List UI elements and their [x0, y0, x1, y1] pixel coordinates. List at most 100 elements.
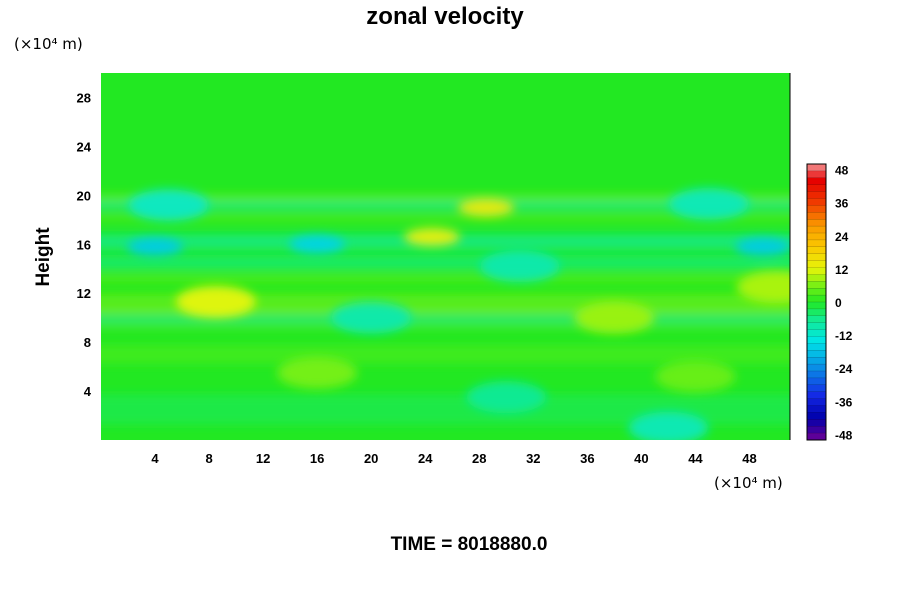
colorbar-segment	[806, 225, 827, 234]
colorbar-segment	[806, 405, 827, 413]
colorbar-segment	[806, 170, 827, 179]
colorbar-segment	[806, 336, 827, 344]
field-feature	[127, 237, 184, 256]
field-feature	[668, 187, 749, 220]
field-feature	[128, 189, 209, 222]
field-feature	[458, 198, 515, 217]
field-band	[101, 294, 790, 302]
colorbar-segment	[806, 163, 827, 172]
colorbar-tick-label: 0	[835, 296, 842, 310]
colorbar-segment	[806, 294, 827, 303]
x-tick-label: 4	[151, 451, 159, 466]
field-band	[101, 213, 790, 222]
field-band	[101, 323, 790, 329]
y-axis-title: Height	[33, 227, 54, 287]
plot-area	[101, 73, 790, 440]
x-unit-label: (×10⁴ m)	[714, 474, 783, 492]
field-feature	[403, 227, 460, 246]
y-tick-label: 12	[77, 286, 91, 301]
chart-title: zonal velocity	[366, 3, 524, 30]
x-ticks: 4 8 12 16 20 24 28 32 36 40 44 48	[151, 451, 756, 466]
colorbar-segment	[806, 426, 827, 434]
colorbar-segment	[806, 398, 827, 407]
time-footer: TIME = 8018880.0	[391, 534, 548, 555]
x-tick-label: 8	[205, 451, 212, 466]
colorbar-tick-label: 24	[835, 230, 849, 244]
colorbar-segment	[806, 301, 827, 310]
colorbar-segment	[806, 322, 827, 331]
field-feature	[175, 285, 256, 318]
colorbar-segment	[806, 205, 827, 213]
colorbar-ticks: 48 36 24 12 0 -12 -24 -36 -48	[835, 164, 853, 443]
field-feature	[628, 411, 709, 440]
field-feature	[734, 237, 790, 256]
colorbar-segment	[806, 384, 827, 393]
colorbar-segment	[806, 253, 827, 262]
y-tick-label: 16	[77, 237, 91, 252]
y-tick-label: 20	[77, 188, 91, 203]
field-feature	[289, 235, 346, 254]
field-band	[101, 274, 790, 283]
colorbar	[806, 163, 827, 441]
colorbar-segment	[806, 329, 827, 338]
colorbar-segment	[806, 377, 827, 386]
colorbar-segment	[806, 232, 827, 241]
field-feature	[466, 381, 547, 414]
colorbar-segment	[806, 432, 827, 441]
field-band	[101, 306, 790, 313]
colorbar-tick-label: 12	[835, 263, 849, 277]
x-tick-label: 36	[580, 451, 594, 466]
colorbar-tick-label: 48	[835, 164, 849, 178]
colorbar-segment	[806, 288, 827, 296]
colorbar-segment	[806, 350, 827, 358]
colorbar-segment	[806, 391, 827, 400]
colorbar-tick-label: 36	[835, 197, 849, 211]
colorbar-segment	[806, 198, 827, 206]
colorbar-segment	[806, 177, 827, 186]
x-tick-label: 40	[634, 451, 648, 466]
y-tick-label: 28	[77, 90, 91, 105]
colorbar-segment	[806, 308, 827, 317]
x-tick-label: 16	[310, 451, 324, 466]
field-feature	[479, 250, 560, 283]
field-band	[101, 194, 790, 201]
colorbar-segment	[806, 412, 827, 420]
colorbar-tick-label: -24	[835, 362, 853, 376]
x-tick-label: 48	[742, 451, 756, 466]
field-band	[101, 202, 790, 209]
colorbar-segment	[806, 370, 827, 379]
field-band	[101, 315, 790, 322]
y-tick-label: 8	[84, 335, 91, 350]
y-tick-label: 4	[84, 384, 92, 399]
colorbar-segment	[806, 315, 827, 324]
y-tick-label: 24	[77, 139, 92, 154]
colorbar-segment	[806, 357, 827, 365]
x-tick-label: 24	[418, 451, 433, 466]
colorbar-segment	[806, 246, 827, 255]
colorbar-tick-label: -48	[835, 428, 853, 442]
x-tick-label: 12	[256, 451, 270, 466]
colorbar-segment	[806, 343, 827, 351]
field-feature	[331, 301, 412, 334]
colorbar-segment	[806, 260, 827, 269]
x-tick-label: 32	[526, 451, 540, 466]
x-tick-label: 44	[688, 451, 703, 466]
colorbar-segment	[806, 184, 827, 193]
field-features	[127, 187, 790, 440]
colorbar-segment	[806, 218, 827, 227]
colorbar-tick-label: -36	[835, 395, 853, 409]
y-unit-label: (×10⁴ m)	[14, 35, 83, 53]
x-tick-label: 28	[472, 451, 486, 466]
x-tick-label: 20	[364, 451, 378, 466]
colorbar-segment	[806, 363, 827, 372]
field-feature	[736, 271, 790, 304]
colorbar-segment	[806, 419, 827, 427]
field-feature	[655, 360, 736, 393]
colorbar-tick-label: -12	[835, 329, 853, 343]
field-feature	[277, 356, 358, 389]
field-band	[101, 345, 790, 364]
field-band	[101, 256, 790, 269]
colorbar-segment	[806, 281, 827, 289]
y-ticks: 4 8 12 16 20 24 28	[77, 90, 92, 399]
